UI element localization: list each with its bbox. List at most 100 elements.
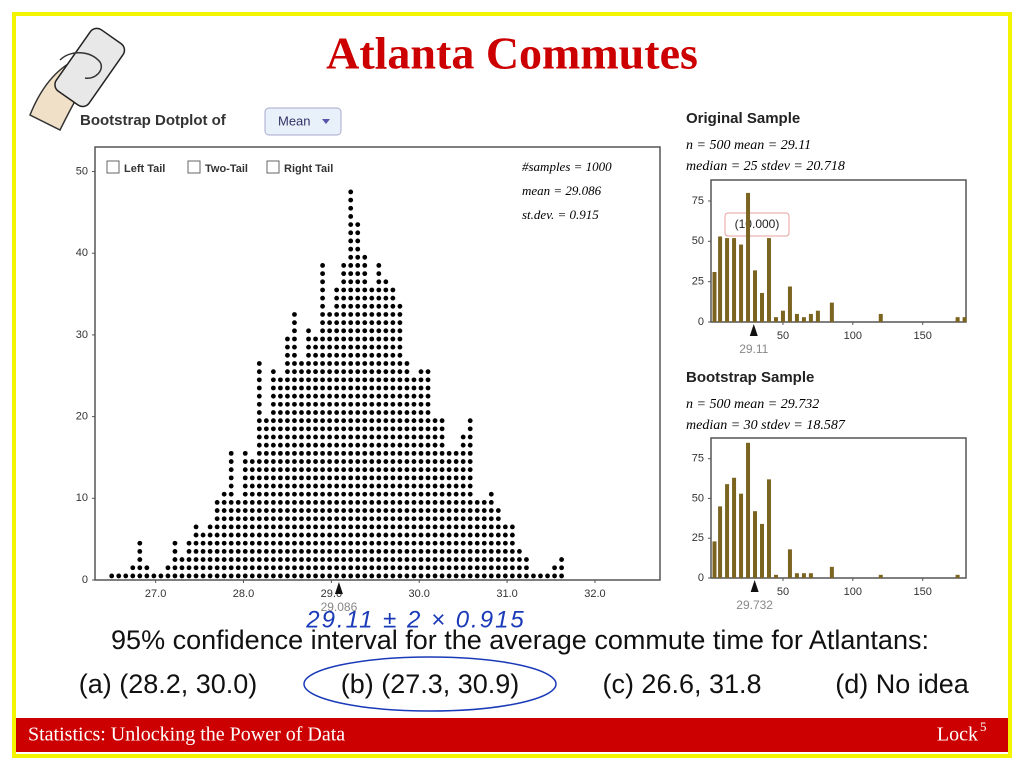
dot (292, 320, 297, 326)
dot (425, 393, 431, 399)
dot (418, 491, 424, 497)
dot (299, 410, 304, 415)
dropdown-value[interactable]: Mean (278, 113, 311, 128)
dot-column (116, 573, 122, 579)
dot-column (481, 499, 487, 579)
dot (397, 418, 403, 424)
dot (285, 361, 290, 366)
tail-option[interactable]: Two-Tail (205, 163, 248, 175)
dot (418, 467, 424, 473)
dot (369, 361, 375, 366)
dot (495, 549, 501, 554)
dot (249, 499, 255, 505)
dot (299, 532, 304, 538)
dot (390, 557, 396, 562)
dot (404, 565, 410, 571)
x-tick-label: 150 (914, 330, 932, 342)
dot (235, 557, 241, 562)
dot (376, 540, 382, 546)
dot (369, 499, 375, 505)
dot (172, 540, 178, 546)
dot (376, 344, 382, 350)
dot-column (278, 377, 283, 579)
dot (334, 287, 340, 293)
dot-column (524, 557, 529, 579)
dot (327, 377, 333, 383)
dot (306, 459, 311, 464)
dot (397, 549, 403, 554)
dot (320, 271, 325, 277)
dot (221, 565, 227, 571)
dot (249, 467, 255, 473)
dot (263, 549, 269, 554)
dot (369, 410, 375, 415)
dot-column (355, 222, 361, 579)
dot (481, 508, 487, 513)
dot (348, 516, 354, 522)
dot (137, 573, 143, 579)
dot (306, 442, 311, 448)
stats-line: st.dev. = 0.915 (522, 207, 599, 222)
dot (327, 467, 333, 473)
dot (334, 508, 340, 513)
dot (313, 442, 318, 448)
dot (292, 516, 297, 522)
tail-checkbox[interactable] (266, 160, 280, 174)
dot (467, 540, 473, 546)
dot (418, 369, 424, 375)
dot (383, 532, 389, 538)
dot (334, 524, 340, 530)
dot (186, 565, 192, 571)
dot (313, 573, 318, 579)
x-tick-label: 100 (844, 586, 862, 598)
dot (278, 410, 283, 415)
dot (355, 393, 361, 399)
dot (137, 557, 143, 562)
dot (467, 450, 473, 456)
dot (320, 499, 325, 505)
dot (404, 467, 410, 473)
tail-option[interactable]: Right Tail (284, 163, 333, 175)
dot (249, 573, 255, 579)
dot (263, 573, 269, 579)
dot (306, 344, 311, 350)
option[interactable]: (a) (28.2, 30.0) (79, 669, 258, 699)
dot-column (432, 418, 438, 579)
dot (228, 508, 234, 513)
tail-option[interactable]: Left Tail (124, 163, 165, 175)
dot (249, 549, 255, 554)
dot (334, 352, 340, 358)
tail-checkbox[interactable] (106, 160, 120, 174)
dot (467, 442, 473, 448)
dot (327, 361, 333, 366)
dot (278, 516, 283, 522)
dot (256, 385, 262, 391)
dot (285, 475, 290, 481)
dot (376, 491, 382, 497)
dot (362, 361, 368, 366)
dot-column (292, 312, 297, 579)
dot (334, 336, 340, 342)
dot (446, 565, 452, 571)
dot (369, 328, 375, 334)
dot (355, 320, 361, 326)
dot (341, 540, 347, 546)
dot (221, 491, 227, 497)
answer-circle (303, 656, 557, 712)
option[interactable]: (c) 26.6, 31.8 (602, 669, 761, 699)
dot (263, 524, 269, 530)
option[interactable]: (b) (27.3, 30.9) (341, 669, 520, 699)
dot (432, 508, 438, 513)
option[interactable]: (d) No idea (835, 669, 970, 699)
dot (278, 491, 283, 497)
dot (285, 410, 290, 415)
dot (355, 434, 361, 440)
tail-checkbox[interactable] (187, 160, 201, 174)
dot-column (369, 287, 375, 579)
dot (376, 573, 382, 579)
dropdown-arrow[interactable] (322, 119, 330, 124)
statistic-dropdown[interactable] (264, 107, 342, 136)
dot (474, 499, 480, 505)
dot (327, 573, 333, 579)
dot (432, 434, 438, 440)
